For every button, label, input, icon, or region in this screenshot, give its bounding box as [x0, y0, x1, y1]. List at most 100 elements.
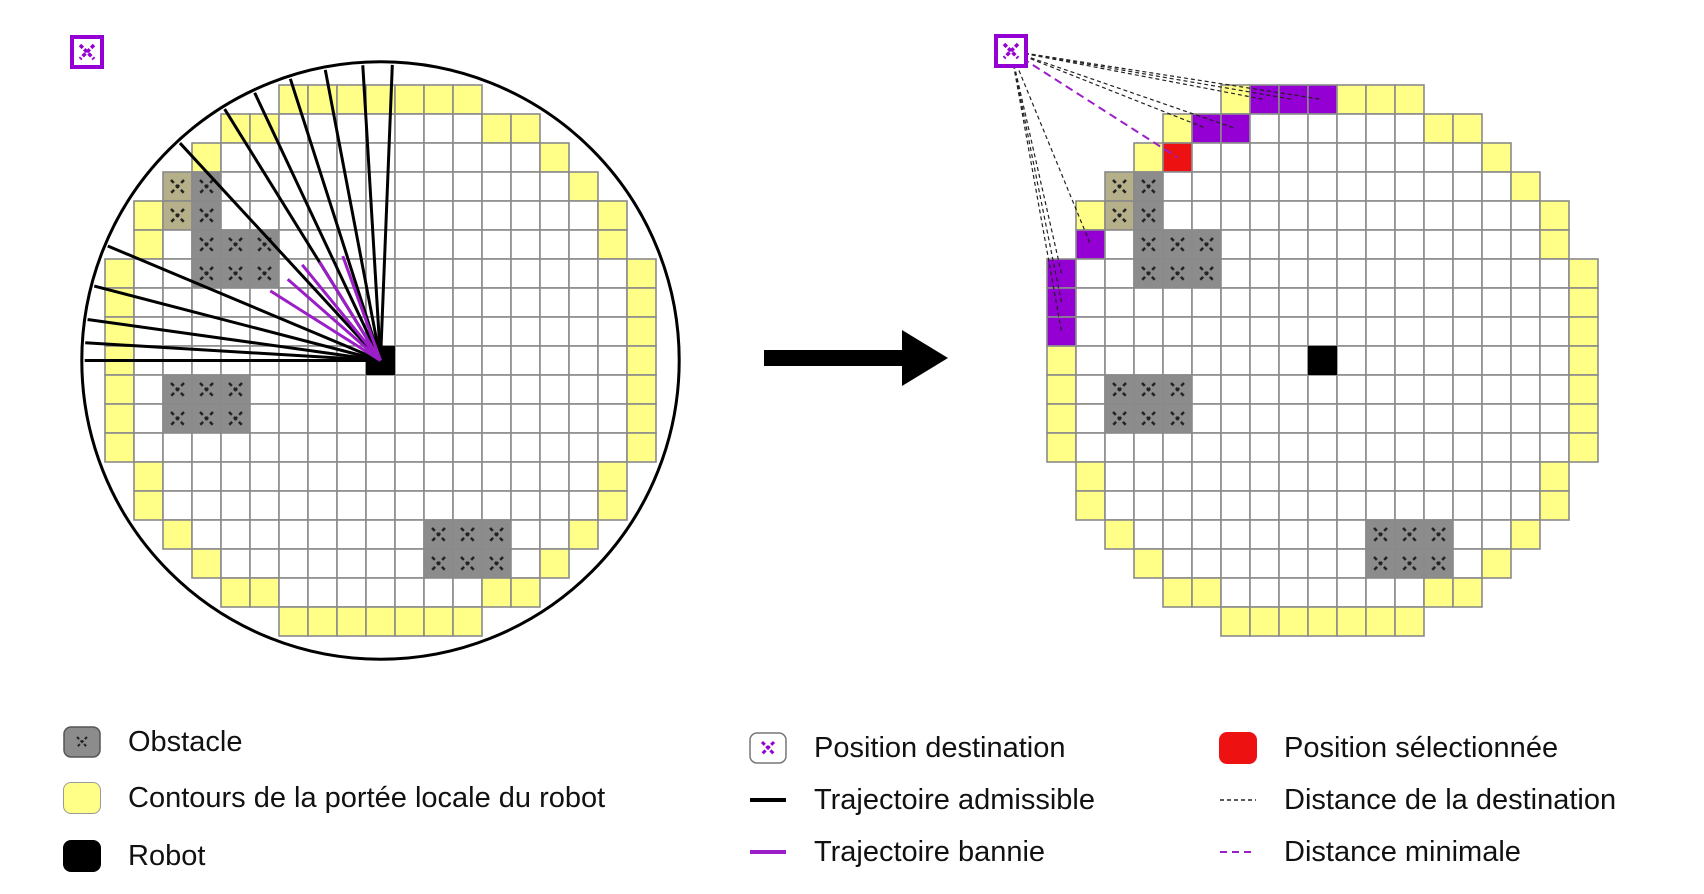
- destination-distance-line: [1010, 50, 1323, 101]
- grid-cell: [1452, 345, 1483, 376]
- legend-contour: Contours de la portée locale du robot: [62, 778, 605, 818]
- obstacle-cross-icon: [63, 726, 101, 758]
- grid-cell: [1365, 258, 1396, 289]
- grid-cell: [481, 316, 512, 347]
- grid-cell: [336, 403, 367, 434]
- grid-cell: [1220, 258, 1251, 289]
- grid-cell: [1365, 113, 1396, 144]
- grid-cell: [597, 490, 628, 521]
- grid-cell: [365, 606, 396, 637]
- grid-cell: [568, 316, 599, 347]
- grid-cell: [336, 606, 367, 637]
- grid-cell: [481, 113, 512, 144]
- grid-cell: [423, 490, 454, 521]
- admissible-trajectory: [361, 65, 382, 361]
- grid-cell: [1394, 229, 1425, 260]
- legend-min-distance-label: Distance minimale: [1284, 835, 1521, 868]
- grid-cell: [568, 171, 599, 202]
- legend-selected: Position sélectionnée: [1218, 728, 1558, 768]
- grid-cell: [1365, 171, 1396, 202]
- grid-cell: [1539, 490, 1570, 521]
- grid-cell: [1336, 519, 1367, 550]
- grid-cell: [1133, 519, 1164, 550]
- grid-cell: [1481, 519, 1512, 550]
- grid-cell: [1452, 461, 1483, 492]
- local-range-circle: [80, 60, 681, 661]
- legend-admissible: Trajectoire admissible: [748, 780, 1095, 820]
- grid-cell: [394, 432, 425, 463]
- grid-cell: [510, 548, 541, 579]
- grid-cell: [394, 519, 425, 550]
- legend-robot-label: Robot: [128, 839, 206, 872]
- grid-cell: [1133, 316, 1164, 347]
- right-arrow-icon: [764, 330, 948, 386]
- grid-cell: [394, 258, 425, 289]
- grid-cell: [1220, 461, 1251, 492]
- grid-cell: [539, 548, 570, 579]
- grid-cell: [1249, 577, 1280, 608]
- grid-cell: [1307, 171, 1338, 202]
- grid-cell: [278, 606, 309, 637]
- grid-cell: [1336, 200, 1367, 231]
- grid-cell: [1336, 403, 1367, 434]
- grid-cell: [1104, 258, 1135, 289]
- grid-cell: [452, 432, 483, 463]
- admissible-trajectory: [85, 341, 381, 362]
- grid-cell: [1394, 316, 1425, 347]
- grid-cell: [1568, 287, 1599, 318]
- grid-cell: [452, 345, 483, 376]
- grid-cell: [1162, 432, 1193, 463]
- grid-cell: [1365, 403, 1396, 434]
- grid-cell: [1307, 577, 1338, 608]
- grid-cell: [626, 432, 657, 463]
- grid-cell: [133, 316, 164, 347]
- admissible-trajectory: [87, 318, 381, 362]
- grid-cell: [1307, 403, 1338, 434]
- grid-cell: [1220, 548, 1251, 579]
- legend-distance: Distance de la destination: [1218, 780, 1616, 820]
- grid-cell: [278, 490, 309, 521]
- banned-line-icon: [750, 850, 786, 854]
- grid-cell: [1191, 432, 1222, 463]
- grid-cell: [1162, 171, 1193, 202]
- selected-swatch: [1219, 732, 1257, 764]
- banned-trajectory: [318, 261, 382, 362]
- grid-cell: [1220, 403, 1251, 434]
- admissible-trajectory: [253, 92, 382, 362]
- grid-cell: [249, 577, 280, 608]
- grid-cell: [1423, 171, 1454, 202]
- grid-cell: [539, 142, 570, 173]
- grid-cell: [1162, 345, 1193, 376]
- grid-cell: [626, 345, 657, 376]
- grid-cell: [1423, 113, 1454, 144]
- grid-cell: [1162, 577, 1193, 608]
- legend-robot: Robot: [62, 836, 205, 876]
- legend-admissible-label: Trajectoire admissible: [814, 783, 1095, 816]
- grid-cell: [104, 374, 135, 405]
- grid-cell: [1046, 432, 1077, 463]
- local-grid: [1046, 84, 1599, 637]
- grid-cell: [1075, 345, 1106, 376]
- legend-distance-label: Distance de la destination: [1284, 783, 1617, 816]
- grid-cell: [249, 519, 280, 550]
- grid-cell: [1104, 345, 1135, 376]
- grid-cell: [1191, 374, 1222, 405]
- grid-cell: [1336, 577, 1367, 608]
- grid-cell: [133, 229, 164, 260]
- grid-cell: [510, 229, 541, 260]
- grid-cell: [452, 200, 483, 231]
- grid-cell: [133, 490, 164, 521]
- grid-cell: [1075, 287, 1106, 318]
- grid-cell: [162, 490, 193, 521]
- grid-cell: [510, 577, 541, 608]
- grid-cell: [1191, 403, 1222, 434]
- grid-cell: [1539, 287, 1570, 318]
- grid-cell: [1162, 461, 1193, 492]
- grid-cell: [481, 287, 512, 318]
- destination-cross-icon: [749, 732, 787, 764]
- grid-cell: [220, 490, 251, 521]
- grid-cell: [1249, 490, 1280, 521]
- banned-trajectory: [269, 289, 382, 362]
- grid-cell: [365, 432, 396, 463]
